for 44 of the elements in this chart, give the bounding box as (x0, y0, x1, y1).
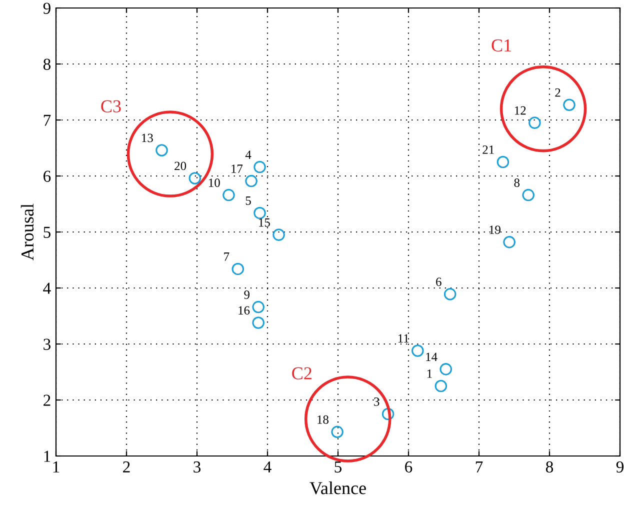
y-tick-label: 3 (44, 338, 50, 350)
annotation: 5 (246, 196, 251, 205)
annotation: 4 (245, 150, 252, 159)
x-axis-title: Valence (310, 482, 366, 494)
y-axis-title: Arousal (20, 204, 34, 260)
annotation: 3 (374, 398, 380, 406)
x-tick-label: 3 (194, 461, 201, 473)
annotation: 14 (426, 352, 438, 361)
y-tick-label: 2 (44, 394, 50, 406)
x-tick-label: 8 (546, 461, 554, 473)
annotation: 2 (555, 88, 560, 97)
annotation: 7 (224, 252, 230, 261)
annotation: 21 (482, 146, 494, 154)
annotation: 17 (232, 164, 243, 173)
y-tick-label: 5 (44, 226, 50, 238)
annotation: C3 (101, 100, 121, 112)
annotation: 9 (244, 290, 250, 299)
x-tick-label: 4 (264, 461, 272, 472)
annotation: 6 (436, 278, 442, 286)
annotation: C2 (292, 367, 312, 380)
annotation: 18 (318, 415, 328, 424)
annotation: 13 (142, 134, 153, 142)
x-tick-label: 6 (405, 461, 412, 473)
annotation: 12 (514, 106, 526, 115)
y-tick-label: 6 (44, 170, 51, 182)
annotation: 16 (238, 306, 250, 315)
annotation: 19 (490, 226, 500, 234)
x-tick-label: 7 (476, 462, 483, 472)
annotation: 15 (259, 218, 270, 227)
y-tick-label: 1 (44, 450, 50, 462)
x-tick-label: 9 (616, 461, 624, 473)
x-tick-label: 1 (53, 461, 60, 472)
x-tick-label: 5 (334, 462, 342, 473)
annotation: 20 (174, 162, 186, 170)
x-tick-label: 2 (123, 461, 130, 472)
y-tick-label: 8 (43, 58, 51, 70)
annotation: 1 (427, 370, 432, 378)
annotation: C1 (492, 39, 512, 52)
y-tick-label: 7 (44, 114, 51, 126)
y-tick-label: 9 (43, 2, 50, 14)
annotation: 11 (398, 334, 409, 342)
annotation: 10 (208, 178, 220, 187)
annotation: 8 (514, 178, 520, 187)
y-tick-label: 4 (43, 282, 51, 294)
